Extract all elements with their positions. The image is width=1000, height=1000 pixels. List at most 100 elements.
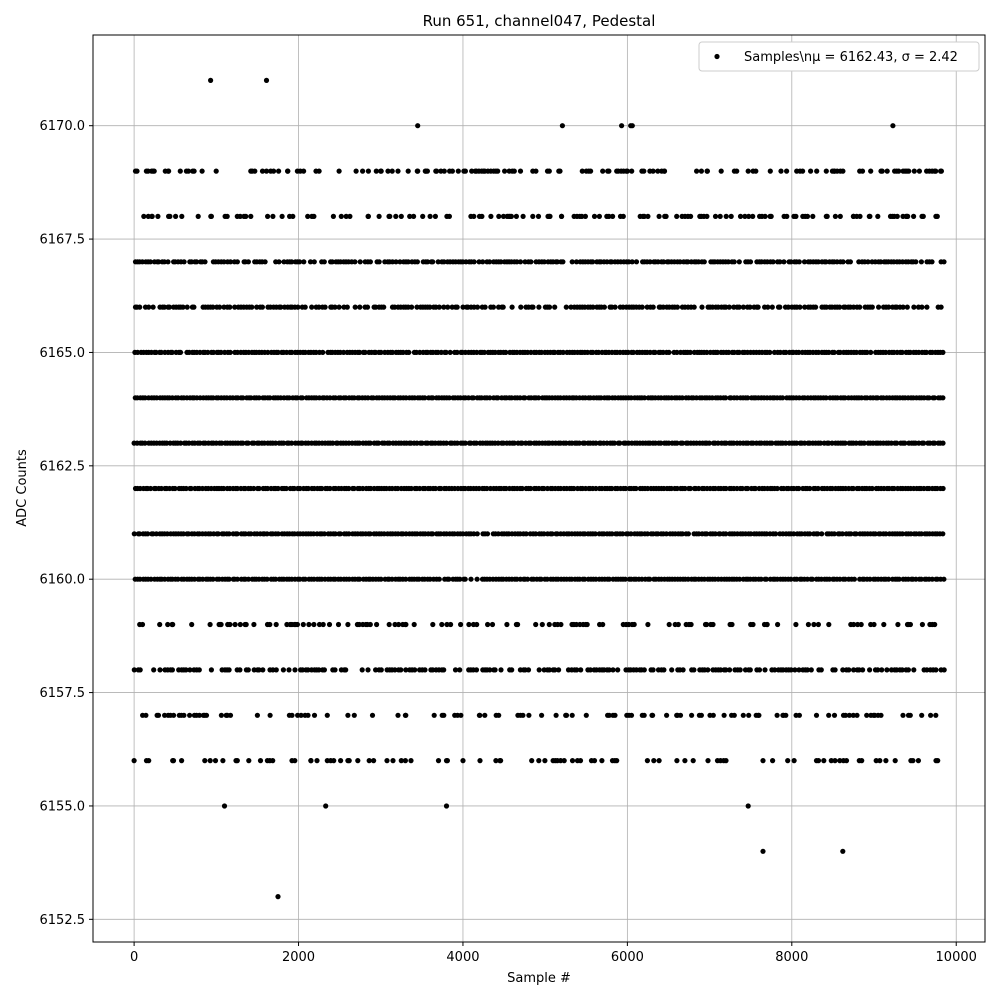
data-point (940, 440, 946, 446)
data-point (688, 621, 694, 628)
data-point (542, 758, 548, 764)
data-point (158, 485, 164, 492)
data-point (819, 531, 825, 537)
data-point (763, 576, 770, 582)
data-point (520, 213, 526, 219)
data-point (324, 712, 330, 718)
data-point (286, 395, 292, 401)
data-point (367, 440, 373, 446)
data-point (263, 77, 270, 83)
data-point (622, 576, 628, 582)
data-point (629, 168, 635, 174)
data-point (376, 259, 382, 265)
data-point (273, 576, 279, 582)
y-axis-label: ADC Counts (15, 449, 30, 527)
data-point (237, 667, 243, 673)
data-point (811, 621, 817, 628)
data-point (875, 395, 881, 401)
data-point (405, 259, 411, 265)
data-point (791, 758, 797, 764)
data-point (729, 621, 735, 628)
data-point (256, 395, 262, 401)
data-point (496, 213, 502, 219)
data-point (458, 712, 464, 718)
data-point (619, 123, 625, 129)
data-point (306, 621, 312, 628)
data-point (691, 667, 697, 673)
data-point (369, 712, 376, 718)
data-point (810, 213, 816, 219)
data-point (302, 576, 308, 582)
data-point (915, 758, 922, 764)
data-point (538, 576, 544, 582)
data-point (778, 168, 784, 174)
data-point (195, 213, 201, 219)
data-point (774, 485, 780, 492)
data-point (495, 168, 501, 174)
data-point (414, 304, 420, 310)
data-point (365, 213, 371, 219)
data-point (343, 667, 349, 673)
data-point (330, 440, 336, 446)
data-point (430, 621, 436, 628)
data-point (932, 621, 938, 628)
data-point (427, 213, 433, 219)
data-point (864, 712, 870, 718)
data-point (726, 304, 732, 310)
data-point (869, 304, 875, 310)
data-point (718, 168, 724, 174)
data-point (218, 712, 224, 718)
data-point (457, 667, 463, 673)
data-point (823, 395, 829, 401)
data-point (332, 667, 338, 673)
data-point (357, 259, 363, 265)
data-point (208, 667, 214, 673)
data-point (141, 213, 147, 219)
data-point (933, 712, 939, 718)
data-point (471, 213, 477, 219)
data-point (492, 667, 498, 673)
data-point (805, 621, 812, 628)
data-point (723, 213, 729, 219)
data-point (815, 621, 822, 628)
data-point (556, 168, 562, 174)
data-point (454, 440, 460, 446)
data-point (519, 440, 525, 446)
data-point (916, 168, 923, 174)
data-point (455, 168, 461, 174)
data-point (148, 576, 154, 582)
data-point (267, 395, 273, 401)
data-point (674, 758, 680, 764)
data-point (583, 712, 589, 718)
data-point (788, 576, 794, 582)
data-point (739, 485, 745, 492)
data-point (528, 440, 534, 446)
data-point (674, 349, 680, 355)
data-point (386, 621, 392, 628)
legend-marker (714, 53, 720, 60)
data-point (376, 213, 382, 219)
data-point (473, 440, 479, 446)
data-point (831, 531, 837, 537)
data-point (767, 349, 773, 355)
data-point (446, 213, 452, 219)
data-point (431, 712, 437, 718)
data-point (606, 712, 612, 718)
data-point (658, 440, 664, 446)
data-point (149, 213, 155, 219)
data-point (430, 395, 436, 401)
data-point (831, 712, 838, 718)
data-point (365, 168, 371, 174)
data-point (641, 395, 648, 401)
data-point (409, 304, 415, 310)
data-point (894, 168, 900, 174)
data-point (593, 485, 599, 492)
data-point (355, 758, 361, 764)
data-point (569, 712, 575, 718)
data-point (457, 576, 463, 582)
data-point (393, 259, 399, 265)
data-point (679, 531, 686, 537)
data-point (544, 168, 551, 174)
data-point (300, 621, 306, 628)
data-point (883, 531, 889, 537)
